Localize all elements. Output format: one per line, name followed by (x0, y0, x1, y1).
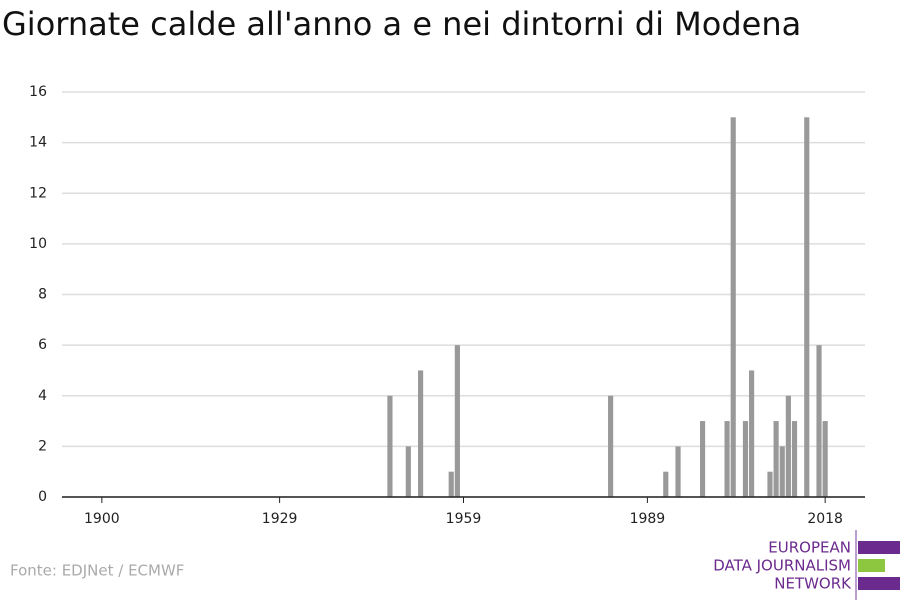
logo: EUROPEAN DATA JOURNALISM NETWORK (713, 530, 900, 600)
y-tick-label: 14 (29, 135, 47, 151)
bar (418, 370, 424, 497)
bar (448, 471, 454, 497)
logo-text: DATA JOURNALISM (713, 557, 851, 575)
bar (724, 421, 730, 497)
bar (791, 421, 798, 497)
y-tick-label: 10 (29, 236, 47, 252)
logo-text: NETWORK (774, 575, 852, 593)
bar (742, 421, 749, 497)
bar (822, 421, 828, 497)
bar (663, 471, 669, 497)
logo-text: EUROPEAN (768, 539, 851, 557)
x-tick-label: 2018 (807, 511, 843, 527)
y-tick-label: 4 (38, 388, 47, 404)
bar (730, 117, 736, 497)
x-tick-label: 1900 (84, 511, 120, 527)
x-tick-label: 1989 (630, 511, 666, 527)
y-tick-label: 0 (38, 489, 47, 505)
logo-bar (858, 541, 900, 554)
bar (804, 117, 810, 497)
source: Fonte: EDJNet / ECMWF (10, 562, 184, 580)
bar (405, 446, 411, 497)
y-tick-label: 16 (29, 84, 47, 100)
logo-bar (858, 559, 885, 572)
bar (816, 345, 822, 497)
logo-bar (858, 577, 900, 590)
bar (779, 446, 785, 497)
bar (387, 395, 393, 497)
bar (699, 421, 706, 497)
x-tick-label: 1959 (446, 511, 482, 527)
y-tick-label: 8 (38, 287, 47, 303)
bar (785, 395, 791, 497)
y-tick-label: 12 (29, 185, 47, 201)
bar (767, 471, 773, 497)
chart-title: Giornate calde all'anno a e nei dintorni… (2, 5, 801, 43)
y-tick-label: 2 (38, 438, 47, 454)
bar (749, 370, 755, 497)
x-tick-label: 1929 (262, 511, 298, 527)
y-tick-label: 6 (38, 337, 47, 353)
bar (675, 446, 681, 497)
bar (454, 345, 460, 497)
bar (773, 421, 779, 497)
bar (608, 395, 614, 497)
